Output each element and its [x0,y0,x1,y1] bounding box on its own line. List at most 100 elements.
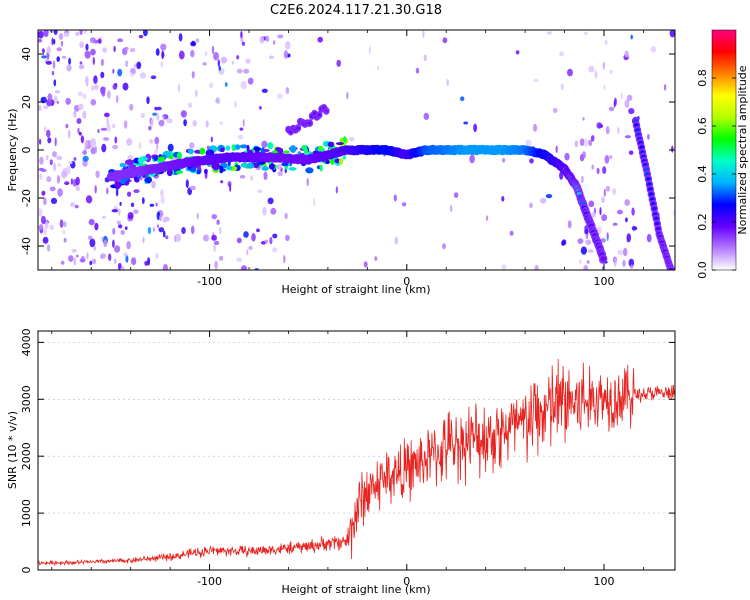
spectrogram-noise-cell [54,90,61,94]
spectrogram-noise-cell [214,260,218,270]
spectrogram-noise-cell [39,227,44,231]
spectrogram-noise-cell [473,123,477,133]
spectrogram-noise-cell [616,209,624,215]
spectrogram-noise-cell [39,173,43,180]
spectrogram-noise-cell [51,70,55,76]
spectrogram-noise-cell [160,196,165,204]
spectrogram-noise-cell [44,220,49,230]
spectrogram-noise-cell [117,68,123,77]
spectrogram-ridge-cell [225,165,233,171]
spectrogram-noise-cell [582,117,585,121]
spectrogram-noise-cell [267,197,274,205]
spectrogram-noise-cell [88,235,93,240]
spectrogram-noise-cell [617,127,620,134]
spectrogram-noise-cell [259,106,262,110]
spectrogram-noise-cell [313,197,316,207]
spectrogram-noise-cell [555,145,558,153]
spectrogram-noise-cell [52,151,57,158]
spectrogram-noise-cell [229,183,232,192]
colorbar-tick-label: 0.0 [696,261,709,279]
spectrogram-ridge-cell [267,142,274,150]
spectrogram-ridge-cell [289,145,297,153]
spectrogram-noise-cell [67,160,73,165]
spectrogram-x-axis-title: Height of straight line (km) [281,283,430,296]
spectrogram-noise-cell [43,197,47,206]
spectrogram-noise-cell [149,203,155,207]
spectrogram-noise-cell [127,191,132,197]
spectrogram-noise-cell [123,252,128,257]
spectrogram-noise-cell [268,55,274,60]
spectrogram-ridge-cell [318,145,324,150]
spectrogram-noise-cell [97,38,102,44]
spectrogram-noise-cell [147,226,152,235]
spectrogram-noise-cell [77,103,84,111]
spectrogram-noise-cell [154,136,160,145]
spectrogram-noise-cell [669,30,675,38]
spectrogram-noise-cell [567,220,572,229]
spectrogram-noise-cell [38,38,43,43]
figure-title: C2E6.2024.117.21.30.G18 [270,3,442,18]
spectrogram-noise-cell [240,30,243,39]
x-tick-label: -100 [197,275,222,288]
spectrogram-noise-cell [195,89,198,98]
spectrogram-noise-cell [239,175,246,179]
spectrogram-noise-cell [115,95,119,103]
spectrogram-ridge-cell [119,162,126,168]
spectrogram-noise-cell [601,214,608,222]
spectrogram-noise-cell [460,96,465,101]
spectrogram-noise-cell [219,121,223,126]
spectrogram-noise-cell [623,247,628,257]
spectrogram-noise-cell [165,235,169,240]
spectrogram-noise-cell [191,71,195,79]
spectrogram-noise-cell [277,171,283,177]
spectrogram-noise-cell [85,195,93,204]
spectrogram-noise-cell [545,194,553,199]
snr-series-line [38,358,675,567]
spectrogram-noise-cell [594,70,598,79]
spectrogram-noise-cell [83,30,88,34]
spectrogram-ridge-cell [639,145,644,150]
spectrogram-ridge-cell [252,162,260,168]
spectrogram-noise-cell [46,129,51,138]
spectrogram-noise-cell [73,157,77,161]
spectrogram-noise-cell [42,236,49,244]
spectrogram-noise-cell [272,233,278,239]
spectrogram-noise-cell [155,202,158,207]
spectrogram-ridge-cell [199,147,206,155]
spectrogram-ridge-cell [246,144,250,152]
spectrogram-noise-cell [78,64,85,70]
spectrogram-noise-cell [220,180,224,184]
spectrogram-noise-cell [236,55,240,60]
spectrogram-noise-cell [613,99,616,108]
spectrogram-noise-cell [66,165,71,175]
spectrogram-ridge-cell [247,162,255,169]
spectrogram-noise-cell [64,181,70,186]
spectrogram-noise-cell [243,231,249,238]
spectrogram-noise-cell [155,48,160,56]
spectrogram-noise-cell [118,224,123,229]
x-tick-label: -100 [197,575,222,588]
spectrogram-ridge-cell [175,170,184,174]
spectrogram-noise-cell [152,227,155,232]
spectrogram-noise-cell [63,32,70,38]
spectrogram-noise-cell [423,112,430,120]
spectrogram-noise-cell [624,199,630,206]
colorbar-gradient [711,29,737,271]
spectrogram-noise-cell [561,239,567,246]
spectrogram-noise-cell [240,265,248,270]
spectrogram-noise-cell [245,58,251,64]
spectrogram-noise-cell [82,150,87,156]
spectrogram-noise-cell [92,258,97,265]
spectrogram-noise-cell [68,57,71,65]
spectrogram-noise-cell [41,190,46,196]
spectrogram-noise-cell [213,240,220,245]
spectrogram-noise-cell [189,185,196,191]
spectrogram-noise-cell [94,222,99,231]
spectrogram-noise-cell [53,79,57,87]
spectrogram-noise-cell [560,83,564,91]
spectrogram-noise-cell [628,108,635,115]
spectrogram-noise-cell [100,58,104,67]
spectrogram-noise-cell [251,233,256,242]
spectrogram-noise-cell [624,50,629,58]
spectrogram-noise-cell [533,123,538,132]
